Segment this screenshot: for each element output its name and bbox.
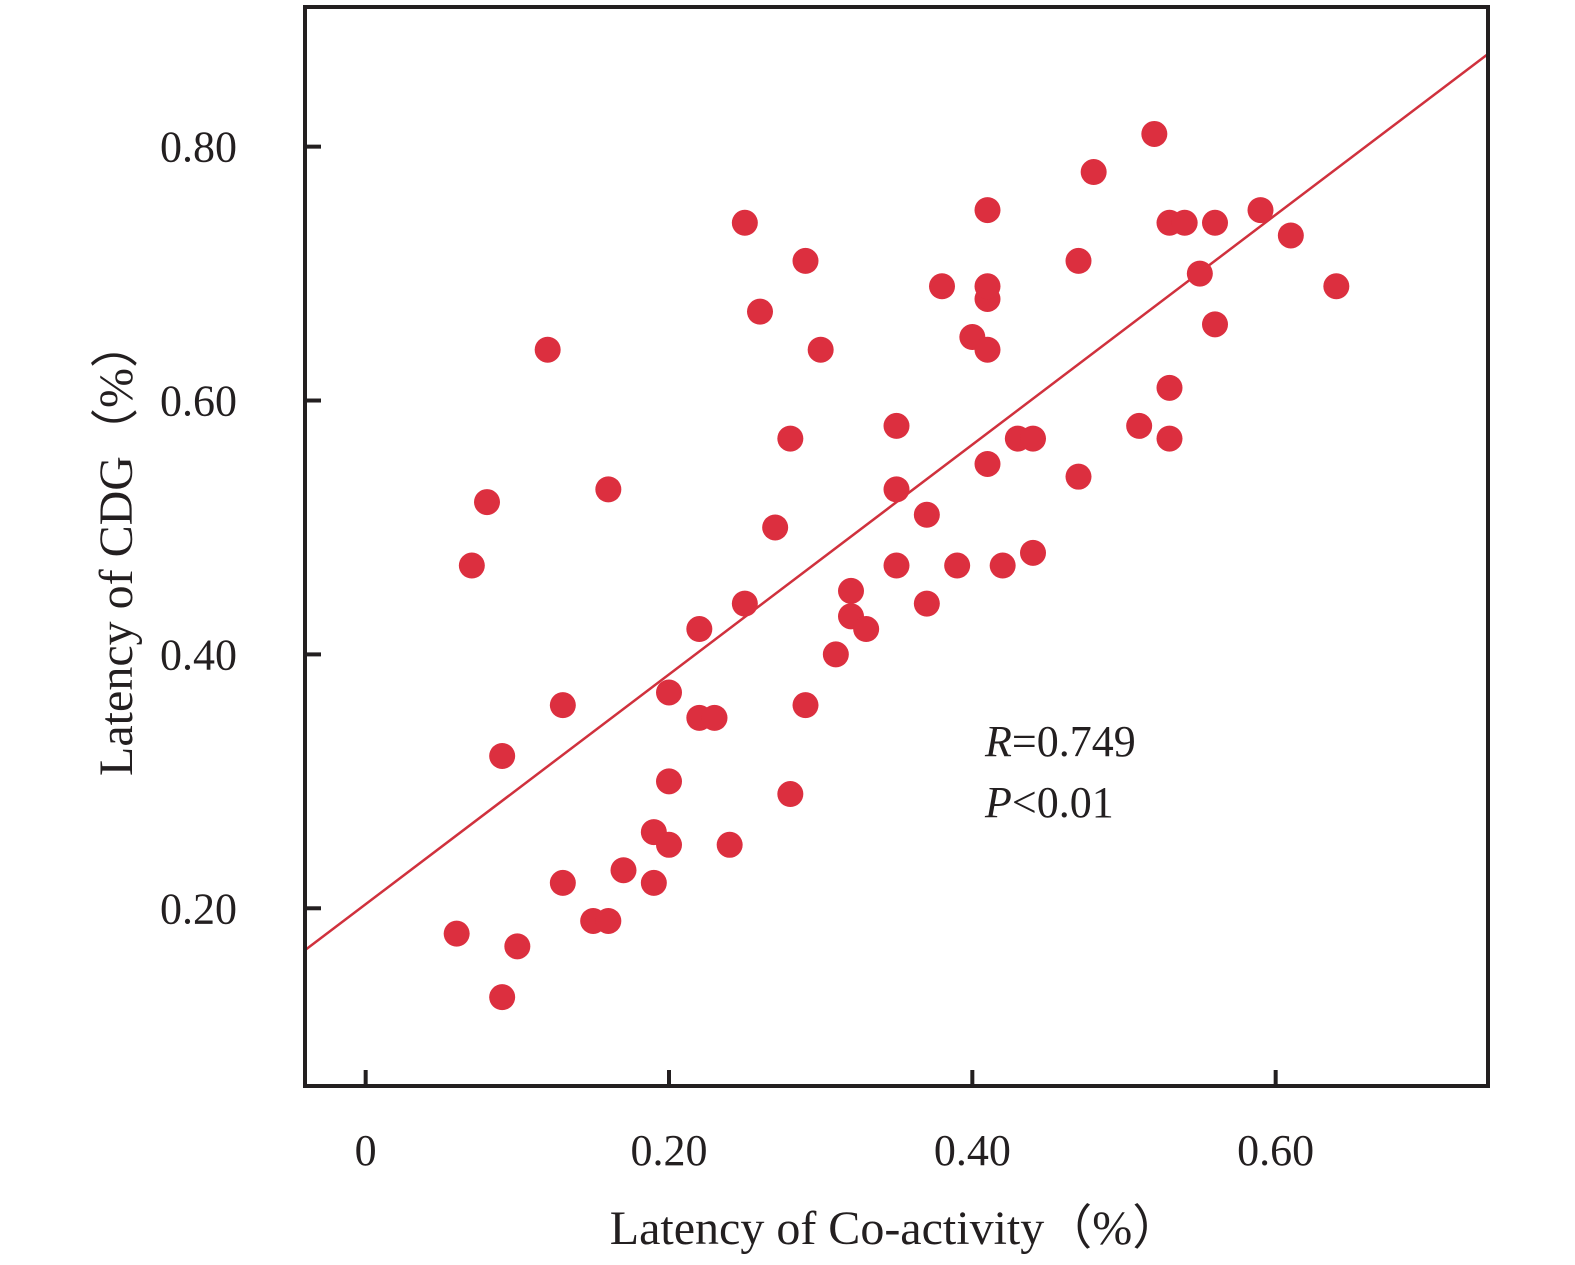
data-point [1171,209,1198,236]
data-point [1020,425,1046,452]
y-tick-label: 0.40 [160,630,237,679]
data-point [747,298,773,325]
data-point [762,514,789,541]
data-point [1202,311,1228,338]
data-point [944,552,971,579]
p-symbol: P [984,778,1012,827]
x-tick-label: 0.60 [1237,1126,1314,1175]
data-point [1247,197,1274,224]
x-tick-label: 0.20 [631,1126,708,1175]
y-tick-label: 0.60 [160,377,237,426]
data-point [1323,273,1350,300]
data-point [1020,539,1046,566]
data-point [792,247,819,274]
data-point [913,501,940,528]
data-point [489,984,516,1011]
axes-layer [303,5,1490,1088]
data-point [595,907,622,934]
labels-layer: 0 0.20 0.40 0.60 0.20 0.40 0.60 0.80 [160,123,1314,1175]
data-point [701,704,728,731]
data-point [534,336,561,363]
x-axis-title: Latency of Co-activity（%） [610,1202,1181,1255]
x-tick-label: 0.40 [934,1126,1011,1175]
data-point [610,857,637,884]
r-value: =0.749 [1012,717,1136,766]
data-point [974,197,1001,224]
data-point [1277,222,1304,249]
plot-frame [303,5,1490,1088]
data-point [929,273,955,300]
p-annotation: P<0.01 [984,778,1114,827]
data-point [1156,425,1183,452]
data-point [777,425,804,452]
data-point [504,933,531,960]
data-points-layer [443,120,1350,1011]
data-point [731,209,758,236]
data-point [656,679,682,706]
data-point [974,273,1001,300]
data-point [656,768,682,795]
data-point [595,476,622,503]
p-value: <0.01 [1012,778,1114,827]
data-point [549,692,576,719]
data-point [883,412,910,439]
data-point [731,590,758,617]
data-point [640,869,667,896]
data-point [1065,247,1092,274]
data-point [974,450,1001,477]
data-point [489,742,516,769]
data-point [822,641,849,668]
data-point [913,590,940,617]
data-point [1202,209,1228,236]
y-tick-label: 0.80 [160,123,237,172]
r-annotation: R=0.749 [984,717,1136,766]
r-symbol: R [984,717,1012,766]
data-point [1080,159,1107,186]
data-point [777,781,804,808]
data-point [792,692,819,719]
y-tick-label: 0.20 [160,884,237,933]
data-point [883,476,910,503]
x-tick-label: 0 [355,1126,377,1175]
data-point [853,616,880,643]
data-point [686,616,713,643]
data-point [1156,374,1183,401]
data-point [1186,260,1213,287]
data-point [974,336,1001,363]
data-point [1126,412,1153,439]
data-point [1141,120,1168,147]
data-point [838,577,864,604]
data-point [443,920,470,947]
data-point [1065,463,1092,490]
data-point [458,552,485,579]
data-point [989,552,1016,579]
y-axis-title: Latency of CDG（%） [90,320,143,776]
data-point [474,489,500,516]
data-point [656,831,682,858]
data-point [549,869,576,896]
data-point [883,552,910,579]
data-point [807,336,834,363]
data-point [716,831,743,858]
